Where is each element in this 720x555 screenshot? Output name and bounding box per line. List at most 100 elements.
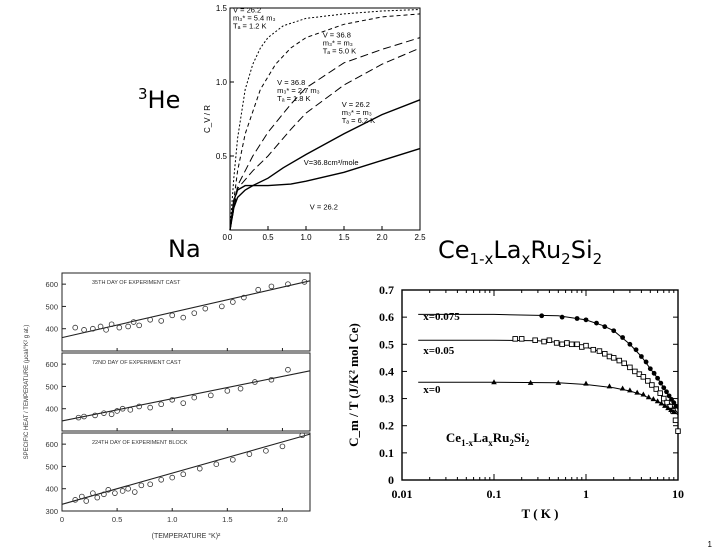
he3-x-tick-label: 0.5 bbox=[262, 233, 274, 242]
ce-point-triangle bbox=[668, 406, 674, 412]
ce-label-p2: La bbox=[493, 236, 522, 264]
ce-x-tick-label: 10 bbox=[672, 487, 684, 501]
ce-point-circle bbox=[602, 324, 608, 330]
na-y-tick-label: 300 bbox=[45, 507, 58, 516]
na-data-point bbox=[105, 487, 112, 493]
ce-point-circle bbox=[539, 313, 545, 319]
ce-x-tick-label: 0.01 bbox=[392, 487, 413, 501]
ce-point-circle bbox=[651, 370, 657, 376]
na-y-tick-label: 500 bbox=[45, 462, 58, 471]
ce-inset-label-part: Si bbox=[514, 430, 525, 445]
he3-annotation-line: m₃* = 5.4 m₃ bbox=[233, 13, 276, 22]
ce-fit-line-1 bbox=[418, 313, 679, 410]
na-panel-title: 35TH DAY OF EXPERIMENT CAST bbox=[92, 280, 181, 286]
ce-point-triangle bbox=[665, 405, 671, 411]
he3-x-tick-label: 2.5 bbox=[414, 233, 426, 242]
na-data-point bbox=[268, 283, 275, 290]
na-data-point bbox=[136, 403, 142, 410]
na-data-point bbox=[255, 286, 261, 293]
ce-point-circle bbox=[666, 393, 672, 399]
he3-series-line-2 bbox=[229, 13, 421, 231]
ce-label-s1: 1-x bbox=[469, 249, 494, 268]
na-data-point bbox=[213, 461, 220, 468]
na-data-point bbox=[72, 497, 79, 503]
ce-point-triangle bbox=[627, 387, 633, 393]
ce-point-square bbox=[532, 337, 538, 343]
ce-point-circle bbox=[633, 347, 639, 353]
he3-annotation-line: m₃* = m₃ bbox=[342, 108, 372, 117]
na-data-point bbox=[230, 299, 236, 305]
na-data-point bbox=[147, 316, 153, 323]
ce-y-axis-label: C_m / T (J/K² mol Ce) bbox=[346, 323, 361, 447]
he3-origin-label: 0 bbox=[223, 233, 228, 242]
he3-x-tick-label: 0 bbox=[228, 233, 233, 242]
ce-point-circle bbox=[661, 385, 667, 391]
na-data-point bbox=[90, 325, 96, 332]
na-data-point bbox=[101, 410, 107, 416]
na-x-tick-label: 1.5 bbox=[222, 515, 232, 524]
he3-series-line-5 bbox=[229, 99, 421, 231]
ce-label-s2: x bbox=[521, 249, 531, 268]
na-data-point bbox=[75, 414, 82, 421]
na-data-point bbox=[138, 482, 145, 489]
na-panel-frame bbox=[61, 352, 311, 432]
he3-series-line-6 bbox=[229, 147, 421, 231]
he3-annotation-6: V = 26.2 bbox=[310, 202, 338, 211]
na-x-tick-label: 2.0 bbox=[277, 515, 287, 524]
ce-point-circle bbox=[627, 341, 633, 347]
ce-point-square bbox=[553, 340, 560, 346]
na-data-point bbox=[103, 327, 109, 333]
na-data-point bbox=[101, 491, 107, 498]
na-panel-title: 72ND DAY OF EXPERIMENT CAST bbox=[92, 360, 182, 366]
na-data-point bbox=[180, 471, 187, 478]
he3-annotation-1: V = 26.2 m₃* = 5.4 m₃ Tₐ = 1.2 K bbox=[233, 5, 276, 30]
he3-annotation-4: V = 26.2 m₃* = m₃ Tₐ = 6.2 K bbox=[342, 100, 375, 125]
na-data-point bbox=[119, 488, 126, 494]
na-y-tick-label: 400 bbox=[45, 325, 58, 334]
ce-inset-label-part: La bbox=[473, 430, 489, 445]
ce-series-label-2: x=0.05 bbox=[423, 345, 455, 357]
ce-point-square bbox=[653, 386, 659, 392]
he3-plot-frame bbox=[229, 7, 421, 231]
na-y-tick-label: 600 bbox=[45, 440, 58, 449]
ce-point-circle bbox=[611, 328, 617, 334]
ce-point-triangle bbox=[634, 389, 640, 395]
ce-point-square bbox=[621, 360, 627, 367]
ce-point-square bbox=[602, 351, 608, 357]
he3-annotation-line: m₃* = 2.7 m₃ bbox=[277, 86, 320, 95]
na-data-point bbox=[158, 477, 165, 483]
na-data-point bbox=[94, 494, 101, 501]
he3-x-tick-label: 1.5 bbox=[338, 233, 350, 242]
he3-annotation-line: V=36.8cm³/mole bbox=[304, 158, 359, 167]
ce-y-tick-label: 0.3 bbox=[379, 392, 394, 406]
na-data-point bbox=[301, 279, 308, 285]
ce-y-tick-label: 0.6 bbox=[379, 310, 394, 324]
ce-x-tick-label: 1 bbox=[583, 487, 589, 501]
na-data-point bbox=[180, 400, 187, 406]
na-data-point bbox=[237, 385, 244, 392]
ce-y-tick-label: 0 bbox=[388, 473, 394, 487]
na-data-point bbox=[180, 314, 187, 321]
he3-y-axis-label: C_V / R bbox=[203, 105, 212, 133]
na-y-tick-label: 600 bbox=[45, 360, 58, 369]
ce-point-square bbox=[541, 338, 547, 345]
he3-x-tick-label: 2.0 bbox=[376, 233, 388, 242]
na-fit-line bbox=[61, 370, 311, 422]
ce-point-triangle bbox=[555, 379, 562, 385]
he3-label-text: He bbox=[147, 86, 181, 114]
ce-point-square bbox=[616, 357, 623, 364]
na-data-point bbox=[202, 305, 209, 312]
na-data-point bbox=[279, 443, 286, 450]
na-data-point bbox=[196, 465, 203, 472]
ce-point-square bbox=[649, 382, 655, 388]
na-data-point bbox=[79, 493, 85, 500]
na-label: Na bbox=[168, 235, 205, 263]
he3-annotation-3: V = 36.8 m₃* = 2.7 m₃ Tₐ = 1.8 K bbox=[277, 78, 320, 103]
na-data-point bbox=[147, 404, 153, 411]
na-panel-title: 224TH DAY OF EXPERIMENT BLOCK bbox=[92, 440, 188, 446]
na-y-tick-label: 400 bbox=[45, 405, 58, 414]
ce-inset-label-part: 2 bbox=[509, 438, 514, 448]
ce-y-tick-label: 0.7 bbox=[379, 283, 394, 297]
he3-annotation-line: V = 26.2 bbox=[310, 202, 338, 211]
ce-point-triangle bbox=[662, 402, 668, 408]
